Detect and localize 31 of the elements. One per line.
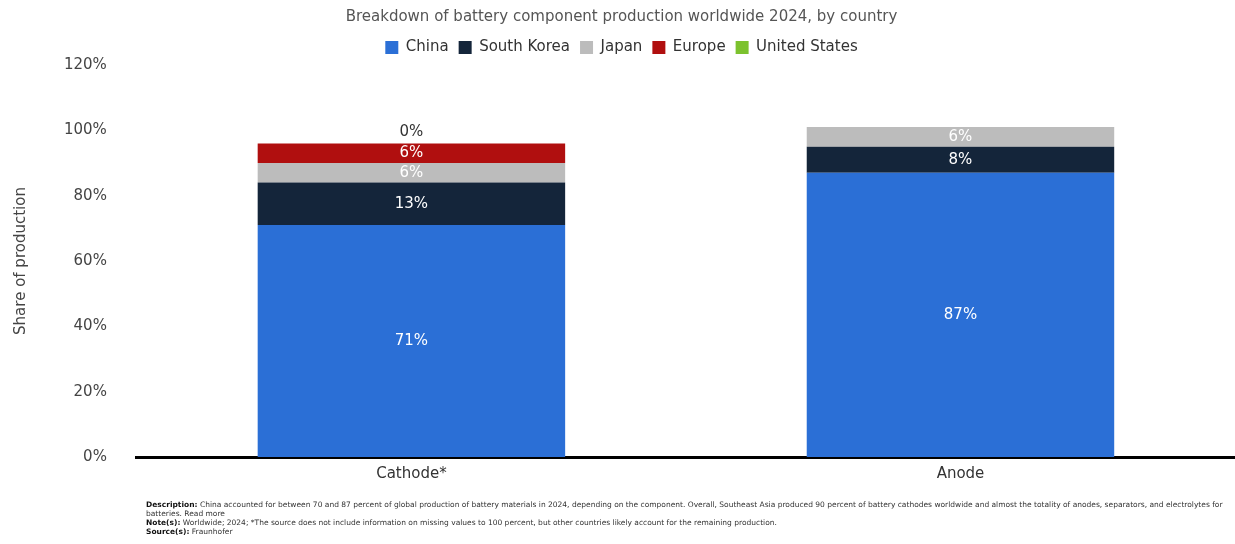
data-label: 6% [948,126,973,145]
x-tick-label: Cathode* [376,463,448,482]
legend-label: Europe [672,37,726,56]
data-label: 87% [943,304,978,323]
bar [806,172,1115,457]
bar [257,225,566,457]
y-tick-label: 20% [73,381,107,400]
data-label: 6% [399,143,424,162]
chart-title: Breakdown of battery component production worldwide 2024, by country [345,6,898,25]
data-label: 13% [394,193,429,212]
data-label: 0% [399,122,424,141]
legend-label: China [405,37,449,56]
y-tick-label: 100% [63,120,107,139]
y-tick-label: 60% [73,250,107,269]
bar [257,182,566,226]
bar [806,146,1115,173]
bar [257,143,566,163]
legend-label: United States [756,37,858,56]
y-tick-label: 0% [83,446,107,465]
data-label: 71% [394,330,429,349]
x-tick-label: Anode [936,463,985,482]
data-label: 6% [399,162,424,181]
y-tick-label: 40% [73,316,107,335]
legend-label: Japan [599,37,643,56]
y-tick-label: 80% [73,185,107,204]
bar [806,127,1115,147]
legend-label: South Korea [479,37,571,56]
y-tick-label: 120% [63,54,107,73]
y-axis-title: Share of production [10,187,29,335]
data-label: 8% [948,149,973,168]
bar [257,163,566,183]
